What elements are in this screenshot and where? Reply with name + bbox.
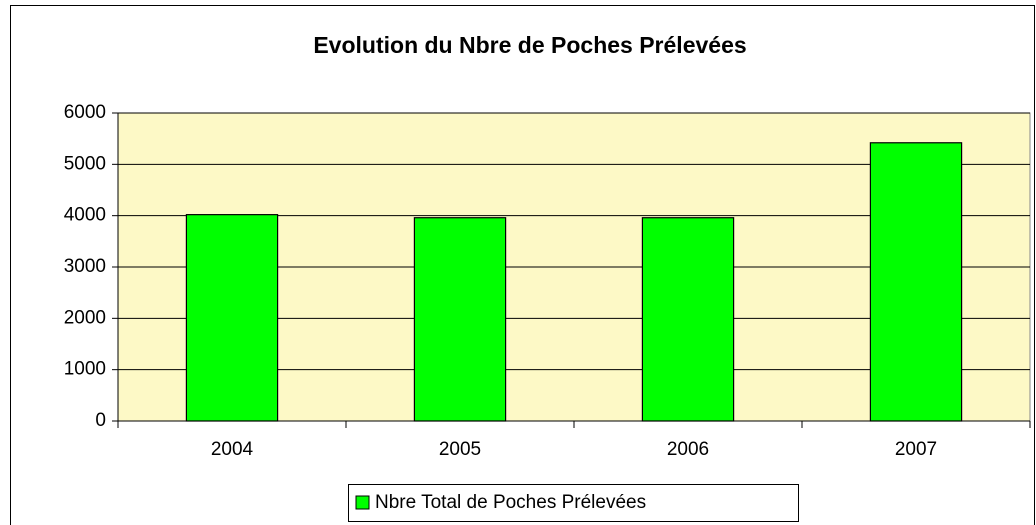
legend-swatch <box>355 495 370 510</box>
x-tick-label: 2006 <box>667 439 709 460</box>
legend-box <box>348 484 799 522</box>
y-tick-label: 4000 <box>64 205 106 226</box>
y-tick-label: 3000 <box>64 256 106 277</box>
chart-title: Evolution du Nbre de Poches Prélevées <box>313 32 746 58</box>
x-tick-label: 2004 <box>211 439 254 460</box>
bar <box>185 214 279 422</box>
y-tick-label: 1000 <box>64 359 106 380</box>
bar <box>413 217 507 422</box>
bar <box>869 142 963 422</box>
bar <box>641 217 735 422</box>
y-tick-label: 0 <box>95 410 106 431</box>
legend-label: Nbre Total de Poches Prélevées <box>375 492 646 513</box>
y-tick-label: 6000 <box>64 102 106 123</box>
y-tick-label: 2000 <box>64 307 106 328</box>
x-tick-label: 2007 <box>895 439 937 460</box>
x-tick-label: 2005 <box>439 439 481 460</box>
y-tick-label: 5000 <box>64 153 106 174</box>
